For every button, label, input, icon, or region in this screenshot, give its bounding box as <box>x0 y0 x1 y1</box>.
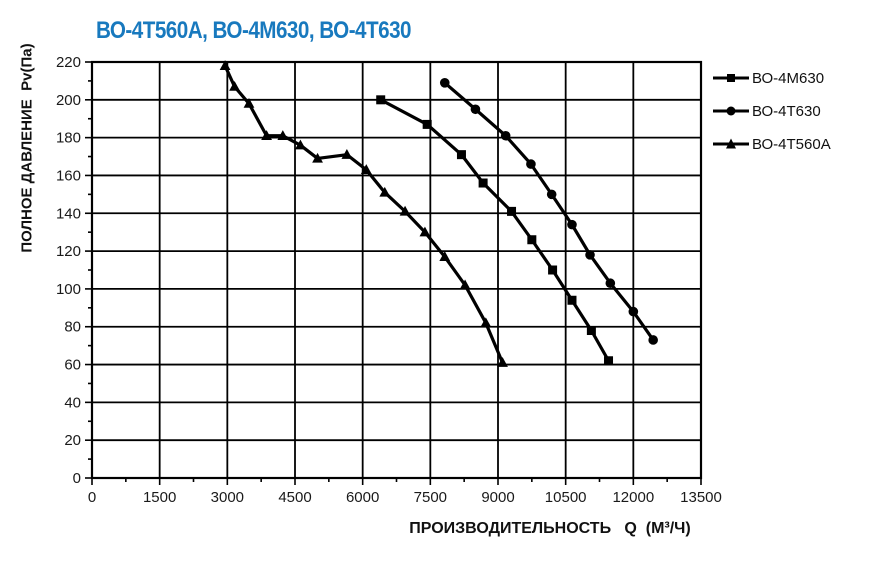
y-tick-label: 100 <box>56 281 81 298</box>
x-tick-label: 7500 <box>414 489 447 506</box>
chart-title: ВО-4Т560А, ВО-4М630, ВО-4Т630 <box>96 17 412 44</box>
series-line-ВО-4Т630 <box>443 81 655 342</box>
x-tick-label: 4500 <box>278 489 311 506</box>
legend-item-vo-4m630: ВО-4М630 <box>712 69 831 87</box>
circle-marker-icon <box>713 106 749 116</box>
series-line-ВО-4М630 <box>379 98 611 363</box>
series-line-ВО-4Т560А <box>223 64 505 365</box>
y-tick-label: 20 <box>64 432 81 449</box>
y-tick-label: 220 <box>56 54 81 71</box>
legend-item-vo-4t630: ВО-4Т630 <box>712 102 831 120</box>
x-tick-label: 12000 <box>612 489 654 506</box>
square-marker-icon <box>713 74 749 82</box>
y-tick-label: 180 <box>56 130 81 147</box>
x-tick-label: 0 <box>88 489 96 506</box>
y-tick-label: 0 <box>73 470 81 487</box>
y-tick-label: 140 <box>56 205 81 222</box>
legend-label: ВО-4Т560А <box>752 135 831 153</box>
legend-item-vo-4t560a: ВО-4Т560А <box>712 135 831 153</box>
legend-label: ВО-4М630 <box>752 69 825 87</box>
y-tick-label: 60 <box>64 357 81 374</box>
x-tick-label: 1500 <box>143 489 176 506</box>
y-tick-label: 80 <box>64 319 81 336</box>
y-tick-label: 120 <box>56 243 81 260</box>
legend-label: ВО-4Т630 <box>752 102 821 120</box>
x-tick-label: 10500 <box>545 489 587 506</box>
x-axis-title: ПРОИЗВОДИТЕЛЬНОСТЬ Q (М³/Ч) <box>409 520 691 537</box>
y-tick-label: 200 <box>56 92 81 109</box>
legend: ВО-4М630 ВО-4Т630 ВО-4Т560А <box>712 70 831 169</box>
y-tick-label: 160 <box>56 167 81 184</box>
triangle-marker-icon <box>713 138 749 149</box>
x-tick-label: 6000 <box>346 489 379 506</box>
x-tick-label: 13500 <box>680 489 722 506</box>
x-tick-label: 9000 <box>481 489 514 506</box>
x-tick-label: 3000 <box>211 489 244 506</box>
y-tick-label: 40 <box>64 394 81 411</box>
